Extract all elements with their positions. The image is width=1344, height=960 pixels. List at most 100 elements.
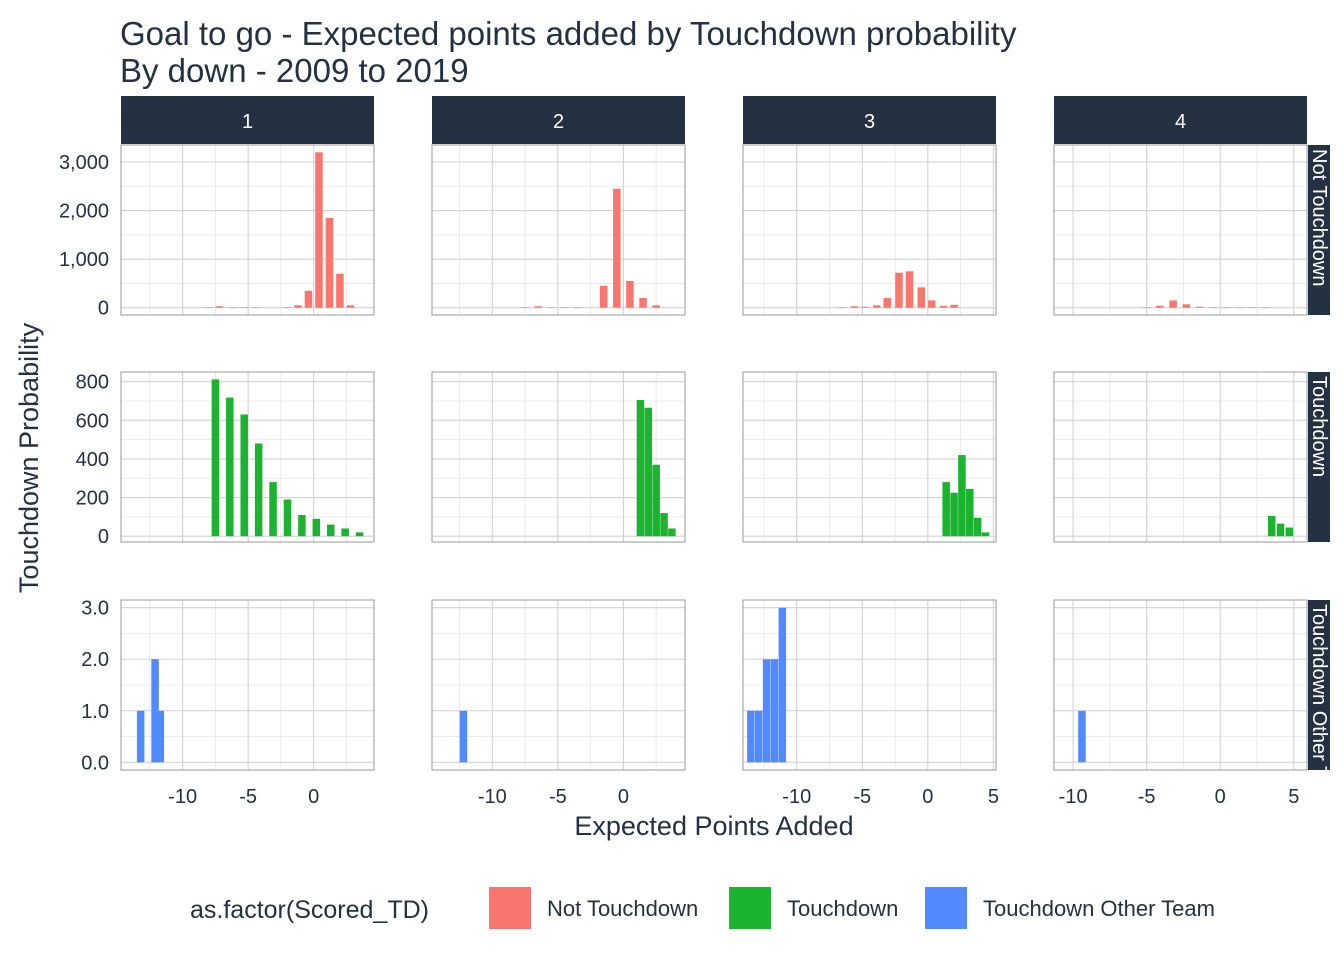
histogram-bar xyxy=(521,307,529,308)
histogram-bar xyxy=(1195,306,1204,308)
histogram-bar xyxy=(1267,515,1276,537)
y-tick-label: 0.0 xyxy=(81,752,109,774)
legend-label: Touchdown Other Team xyxy=(983,896,1215,921)
panel-border xyxy=(1053,599,1308,771)
legend-key xyxy=(489,887,531,929)
histogram-bar xyxy=(762,659,771,763)
histogram-bar xyxy=(1169,300,1177,308)
histogram-bar xyxy=(895,272,903,308)
panel-1-3: 0.0 1.0 2.0 3.0 -10 -5 0 xyxy=(81,598,375,808)
row-strip-3 xyxy=(1308,600,1330,770)
histogram-bar xyxy=(770,659,779,763)
histogram-bar xyxy=(942,482,950,537)
y-tick-label: 200 xyxy=(76,488,109,510)
panel-1-1: 0 1,000 2,000 3,000 xyxy=(59,144,375,320)
x-axis-title: Expected Points Added xyxy=(574,811,853,841)
histogram-bar xyxy=(459,710,468,763)
legend-title: as.factor(Scored_TD) xyxy=(190,896,429,924)
y-axis-title: Touchdown Probability xyxy=(14,322,44,593)
panel-border xyxy=(742,371,997,543)
histogram-bar xyxy=(325,217,334,308)
panel-3-3: -10 -5 0 5 xyxy=(742,599,999,808)
histogram-bar xyxy=(1285,527,1294,537)
histogram-bar xyxy=(636,400,645,537)
facet-panels: 1 2 3 4 Not Touchdown Touchdown Touchdown Othe… xyxy=(59,96,1330,815)
panel-border xyxy=(431,371,686,543)
histogram-bar xyxy=(1262,307,1270,308)
chart-subtitle: By down - 2009 to 2019 xyxy=(120,52,469,89)
histogram-bar xyxy=(254,443,263,537)
histogram-bar xyxy=(205,307,213,308)
y-tick-label: 1.0 xyxy=(81,701,109,723)
histogram-bar xyxy=(1276,523,1285,537)
histogram-bar xyxy=(315,152,323,308)
panel-border xyxy=(431,144,686,316)
panel-4-2 xyxy=(1053,371,1308,543)
histogram-bar xyxy=(599,285,608,308)
histogram-bar xyxy=(252,307,260,308)
legend: as.factor(Scored_TD) Not Touchdown Touchd… xyxy=(190,887,1215,929)
histogram-bar xyxy=(283,499,292,537)
panel-border xyxy=(120,144,375,316)
histogram-bar xyxy=(668,528,676,537)
column-strip-label: 1 xyxy=(242,111,253,133)
row-strip-label: Touchdown Other Team xyxy=(1308,604,1330,815)
histogram-bar xyxy=(883,298,891,308)
panel-2-2 xyxy=(431,371,686,543)
x-tick-label: -5 xyxy=(853,786,871,808)
panel-border xyxy=(742,144,997,316)
x-tick-label: -10 xyxy=(478,786,507,808)
panel-border xyxy=(1053,371,1308,543)
histogram-bar xyxy=(226,397,234,537)
histogram-bar xyxy=(355,532,364,537)
panel-border xyxy=(120,599,375,771)
panel-border xyxy=(431,599,686,771)
histogram-bar xyxy=(660,513,668,537)
x-tick-label: -5 xyxy=(1138,786,1156,808)
x-tick-label: -5 xyxy=(549,786,567,808)
column-strip-label: 3 xyxy=(864,111,875,133)
x-tick-label: 0 xyxy=(618,786,629,808)
x-tick-label: 0 xyxy=(1215,786,1226,808)
histogram-bar xyxy=(534,306,542,308)
histogram-bar xyxy=(240,414,248,537)
column-strip-1 xyxy=(121,96,374,144)
y-tick-label: 600 xyxy=(76,410,109,432)
histogram-bar xyxy=(269,482,277,537)
x-tick-label: 0 xyxy=(308,786,319,808)
histogram-bar xyxy=(939,305,948,308)
histogram-bar xyxy=(211,379,220,537)
x-tick-label: -10 xyxy=(782,786,811,808)
histogram-bar xyxy=(966,488,974,537)
row-strip-label: Touchdown xyxy=(1308,376,1330,477)
column-strip-3 xyxy=(743,96,996,144)
histogram-bar xyxy=(336,273,344,308)
x-tick-label: -5 xyxy=(239,786,257,808)
y-tick-label: 3.0 xyxy=(81,598,109,620)
panel-4-1 xyxy=(1053,144,1308,316)
histogram-bar xyxy=(346,305,355,308)
y-tick-label: 3,000 xyxy=(59,152,109,174)
histogram-bar xyxy=(312,518,321,537)
histogram-bar xyxy=(341,528,349,537)
histogram-bar xyxy=(240,307,248,308)
y-tick-label: 1,000 xyxy=(59,249,109,271)
row-strip-1 xyxy=(1308,145,1330,315)
histogram-bar xyxy=(1235,307,1244,308)
histogram-bar xyxy=(1182,304,1191,308)
x-tick-label: 5 xyxy=(1288,786,1299,808)
histogram-bar xyxy=(560,307,569,308)
histogram-bar xyxy=(950,492,958,537)
histogram-bar xyxy=(973,517,982,537)
histogram-bar xyxy=(1222,307,1230,308)
y-tick-label: 0 xyxy=(98,526,109,548)
x-tick-label: 5 xyxy=(988,786,999,808)
y-tick-label: 2,000 xyxy=(59,201,109,223)
histogram-bar xyxy=(613,188,621,308)
histogram-bar xyxy=(850,306,859,308)
y-tick-label: 2.0 xyxy=(81,649,109,671)
panel-border xyxy=(1053,144,1308,316)
histogram-bar xyxy=(644,407,653,537)
histogram-bar xyxy=(294,305,302,308)
y-tick-label: 0 xyxy=(98,298,109,320)
